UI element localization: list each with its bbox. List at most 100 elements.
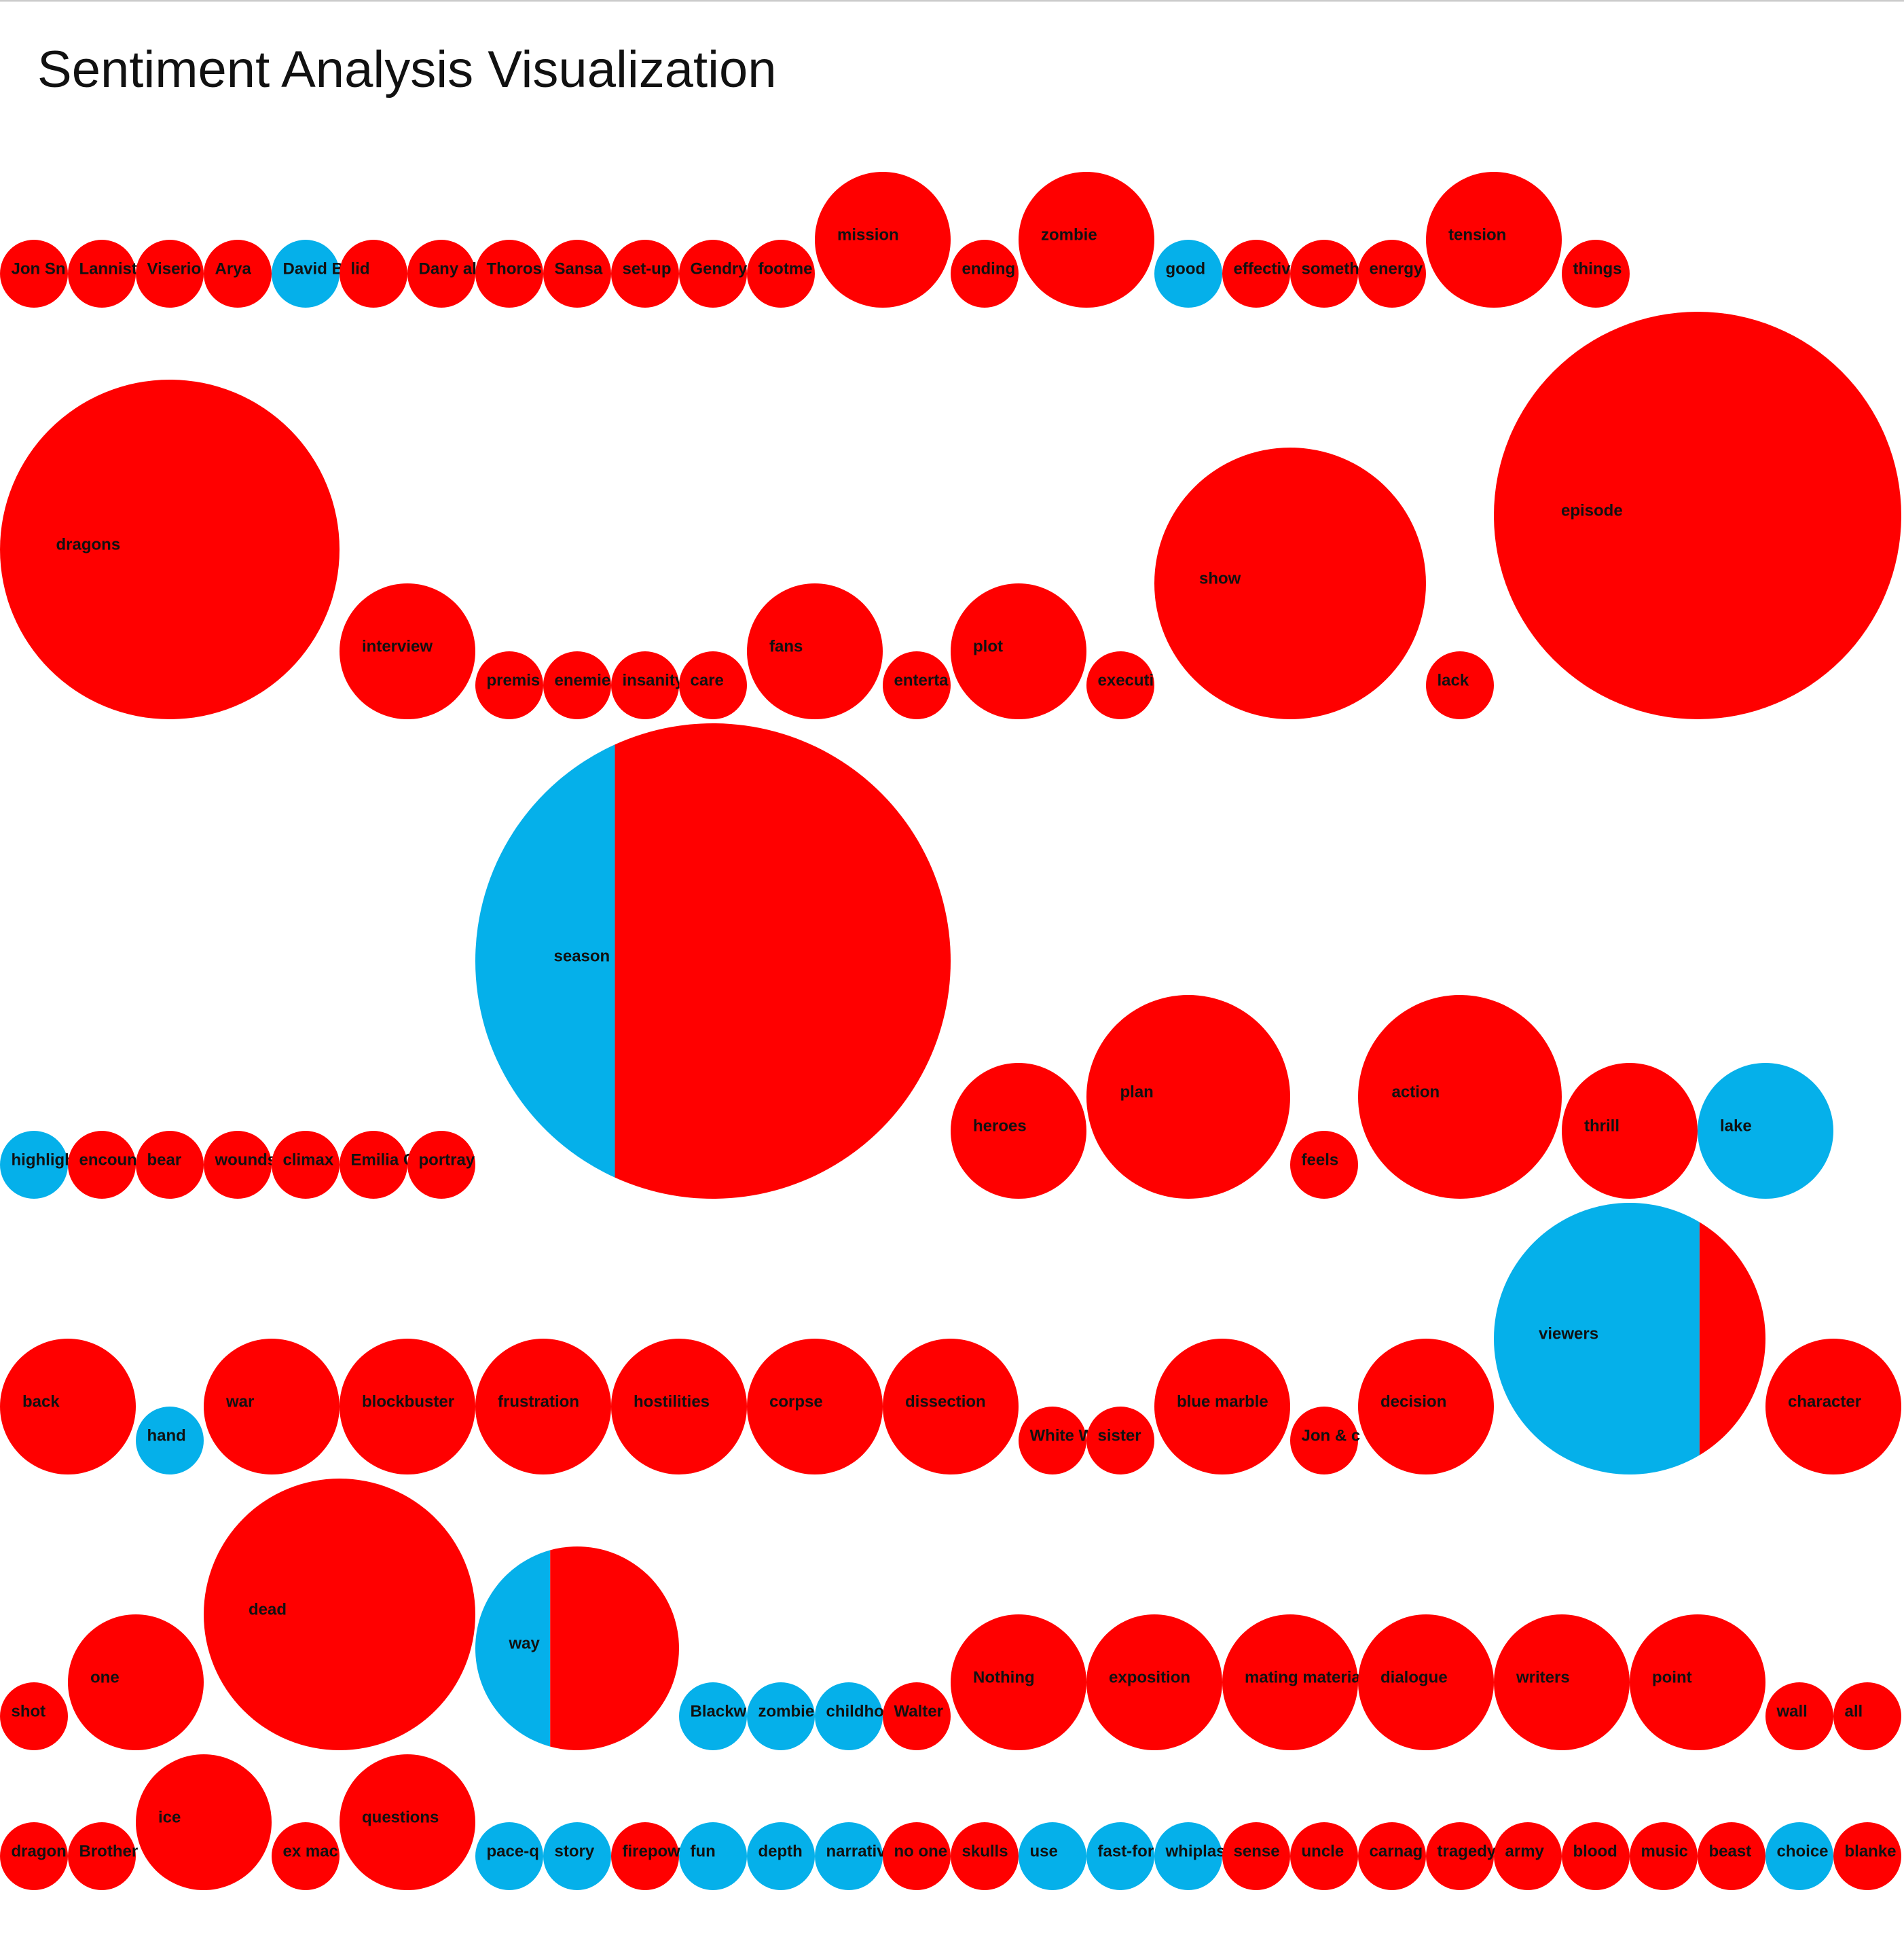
bubble bbox=[68, 1614, 204, 1750]
bubble bbox=[1765, 1339, 1901, 1474]
bubble-label: Viserio bbox=[147, 259, 202, 278]
bubble bbox=[1562, 1063, 1698, 1199]
bubble bbox=[272, 1131, 340, 1199]
bubble bbox=[1765, 1822, 1833, 1890]
bubble bbox=[204, 1479, 475, 1750]
bubble-label: footme bbox=[758, 259, 813, 278]
bubble-positive bbox=[475, 1550, 551, 1747]
bubble-label: someth bbox=[1302, 259, 1359, 278]
bubble bbox=[679, 1822, 747, 1890]
bubble-label: David B bbox=[283, 259, 344, 278]
bubble-label: plan bbox=[1120, 1083, 1154, 1101]
bubble bbox=[475, 1822, 543, 1890]
bubble bbox=[1494, 312, 1901, 719]
bubble-label: blanke bbox=[1845, 1842, 1897, 1860]
bubble-label: character bbox=[1788, 1392, 1861, 1411]
bubble bbox=[1358, 1614, 1494, 1750]
bubble-label: depth bbox=[758, 1842, 803, 1860]
bubble-label: sister bbox=[1098, 1426, 1141, 1445]
bubble bbox=[1426, 651, 1494, 719]
bubble-label: choice bbox=[1777, 1842, 1829, 1860]
bubble bbox=[747, 583, 883, 719]
bubble-label: dissection bbox=[905, 1392, 986, 1411]
bubble-label: Brother bbox=[79, 1842, 139, 1860]
bubble bbox=[407, 240, 475, 308]
bubble bbox=[1630, 1822, 1698, 1890]
bubble bbox=[1086, 1822, 1154, 1890]
bubble bbox=[1698, 1822, 1765, 1890]
bubble-label: season bbox=[554, 947, 610, 965]
bubble bbox=[1562, 240, 1630, 308]
bubble-label: writers bbox=[1516, 1668, 1570, 1686]
bubble-label: ex mac bbox=[283, 1842, 338, 1860]
bubble bbox=[68, 1131, 136, 1199]
bubble-label: zombie bbox=[1041, 225, 1097, 244]
bubble-label: enterta bbox=[894, 671, 949, 689]
bubble-label: point bbox=[1652, 1668, 1692, 1686]
bubble bbox=[1154, 1822, 1222, 1890]
bubble-positive bbox=[1493, 1203, 1700, 1474]
bubble-label: sense bbox=[1234, 1842, 1280, 1860]
bubble-label: things bbox=[1573, 259, 1622, 278]
bubble-label: whiplas bbox=[1165, 1842, 1226, 1860]
bubble-label: tragedy bbox=[1438, 1842, 1497, 1860]
bubble-negative bbox=[1699, 1222, 1765, 1455]
bubble bbox=[747, 1822, 815, 1890]
bubble bbox=[0, 1822, 68, 1890]
bubble-label: good bbox=[1166, 259, 1206, 278]
bubble bbox=[340, 1131, 407, 1199]
bubble bbox=[0, 1682, 68, 1750]
bubble bbox=[1358, 240, 1426, 308]
bubble-label: mating materia bbox=[1245, 1668, 1361, 1686]
bubble-label: dialogue bbox=[1380, 1668, 1448, 1686]
bubble bbox=[747, 1339, 883, 1474]
bubble-label: bear bbox=[147, 1151, 182, 1169]
bubble bbox=[1494, 1614, 1630, 1750]
bubble-label: music bbox=[1641, 1842, 1688, 1860]
bubble-label: decision bbox=[1380, 1392, 1446, 1411]
bubble-label: care bbox=[691, 671, 724, 689]
bubble-label: enemie bbox=[555, 671, 611, 689]
bubble bbox=[611, 1822, 679, 1890]
bubble-label: fun bbox=[691, 1842, 716, 1860]
bubble-label: dragon bbox=[12, 1842, 67, 1860]
bubble bbox=[1019, 1407, 1086, 1474]
bubble-label: childho bbox=[826, 1702, 884, 1720]
bubble bbox=[136, 1754, 272, 1890]
bubble-label: effectiv bbox=[1234, 259, 1292, 278]
bubble bbox=[1222, 240, 1290, 308]
bubble-label: way bbox=[509, 1634, 541, 1652]
bubble-label: Nothing bbox=[973, 1668, 1035, 1686]
bubble-label: lack bbox=[1438, 671, 1469, 689]
bubble bbox=[883, 1682, 951, 1750]
bubble bbox=[1086, 995, 1290, 1199]
bubble bbox=[1358, 995, 1562, 1199]
bubble-label: mission bbox=[837, 225, 899, 244]
bubble-label: ending bbox=[962, 259, 1016, 278]
bubble bbox=[815, 1822, 883, 1890]
bubble bbox=[883, 1822, 951, 1890]
bubble-label: climax bbox=[283, 1151, 334, 1169]
bubble bbox=[679, 651, 747, 719]
bubble bbox=[951, 240, 1019, 308]
bubble-label: Jon Sn bbox=[12, 259, 66, 278]
bubble-label: skulls bbox=[962, 1842, 1008, 1860]
chart-title: Sentiment Analysis Visualization bbox=[37, 41, 777, 98]
bubble-label: fast-for bbox=[1098, 1842, 1154, 1860]
bubble-negative bbox=[615, 723, 951, 1199]
bubble bbox=[883, 651, 951, 719]
bubble-label: Emilia C bbox=[351, 1151, 416, 1169]
bubble bbox=[204, 1339, 340, 1474]
bubble bbox=[340, 1754, 475, 1890]
bubble-label: wall bbox=[1776, 1702, 1808, 1720]
bubble-label: narrativ bbox=[826, 1842, 887, 1860]
bubble-label: blue marble bbox=[1177, 1392, 1268, 1411]
bubble bbox=[204, 1131, 272, 1199]
bubble bbox=[611, 651, 679, 719]
bubble bbox=[1290, 1822, 1358, 1890]
bubble bbox=[1290, 1407, 1358, 1474]
bubble bbox=[1426, 1822, 1494, 1890]
bubble-label: executi bbox=[1098, 671, 1154, 689]
